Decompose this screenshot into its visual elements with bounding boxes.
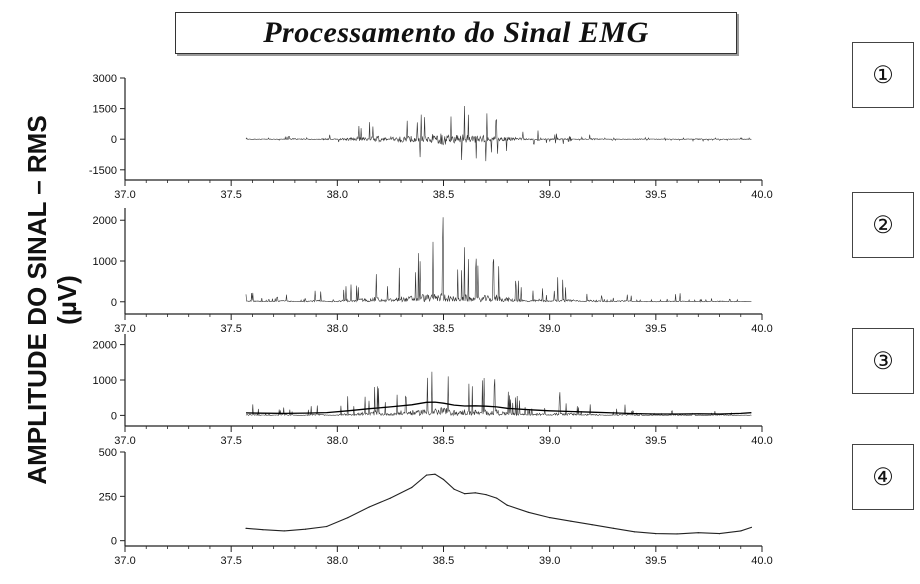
- panel-4-rms-point-13: [464, 493, 466, 495]
- panel-4-rms-point-20: [570, 520, 572, 522]
- panel-4-rms-point-19: [549, 517, 551, 519]
- panel-badge-2: ②: [852, 192, 914, 258]
- panel-1-ytick-label-3: 3000: [93, 73, 117, 85]
- panel-3-xtick-label-1: 37.5: [220, 435, 241, 447]
- panel-4-xtick-label-5: 39.5: [645, 555, 666, 567]
- title-box: Processamento do Sinal EMG: [175, 12, 737, 54]
- panel-4-rms-point-10: [434, 473, 436, 475]
- panel-2-xtick-label-5: 39.5: [645, 323, 666, 335]
- panel-2-xtick-label-0: 37.0: [114, 323, 135, 335]
- panel-4-rms-point-24: [655, 533, 657, 535]
- panel-3-xtick-label-0: 37.0: [114, 435, 135, 447]
- panel-4-rms-point-9: [425, 474, 428, 476]
- panel-4-rms-point-5: [347, 517, 349, 519]
- panel-4-rms-point-18: [527, 511, 530, 513]
- panel-4-rms-point-16: [496, 497, 498, 499]
- panel-2-ytick-label-2: 2000: [93, 215, 117, 227]
- panel-2-xtick-label-2: 38.0: [327, 323, 348, 335]
- panel-1-xtick-label-2: 38.0: [327, 189, 348, 201]
- panel-2-xtick-label-6: 40.0: [751, 323, 772, 335]
- panel-1-ytick-label-2: 1500: [93, 104, 117, 116]
- panel-1-xtick-label-3: 38.5: [433, 189, 454, 201]
- panel-1-ytick-label-1: 0: [111, 134, 117, 146]
- panel-4-xtick-label-0: 37.0: [114, 555, 135, 567]
- panel-badge-2-label: ②: [872, 211, 894, 239]
- panel-4-rms-point-25: [676, 533, 678, 535]
- panel-3-xtick-label-5: 39.5: [645, 435, 666, 447]
- panel-4-rms-point-7: [389, 497, 391, 499]
- panel-4-rms-point-0: [245, 527, 247, 529]
- panel-badge-1-label: ①: [872, 61, 894, 89]
- panel-4-xtick-label-1: 37.5: [220, 555, 241, 567]
- panel-3-xtick-label-6: 40.0: [751, 435, 772, 447]
- panel-4-rms-point-2: [283, 530, 285, 532]
- panel-4-rms-point-4: [326, 525, 328, 528]
- panel-4-rms-point-12: [453, 488, 455, 490]
- panel-1-xtick-label-1: 37.5: [220, 189, 241, 201]
- panel-3-xtick-label-2: 38.0: [327, 435, 348, 447]
- panel-3-ytick-label-1: 1000: [93, 375, 117, 387]
- panel-1-xtick-label-5: 39.5: [645, 189, 666, 201]
- panel-4-rms-point-28: [740, 530, 742, 532]
- panel-2-xtick-label-4: 39.0: [539, 323, 560, 335]
- panel-2-xtick-label-1: 37.5: [220, 323, 241, 335]
- panel-1-ytick-label-0: -1500: [89, 165, 117, 177]
- panel-4-rms-point-11: [442, 478, 445, 481]
- panel-4-ytick-label-2: 500: [99, 447, 117, 459]
- panel-2-xtick-label-3: 38.5: [433, 323, 454, 335]
- panel-2-ytick-label-1: 1000: [93, 256, 117, 268]
- panel-badge-4-label: ④: [872, 463, 894, 491]
- panel-3-xtick-label-4: 39.0: [539, 435, 560, 447]
- figure-title: Processamento do Sinal EMG: [263, 16, 649, 49]
- panel-4-ytick-label-1: 250: [99, 491, 117, 503]
- panel-3-signal-line: [245, 371, 752, 417]
- panel-badge-3: ③: [852, 328, 914, 394]
- panel-1-xtick-label-6: 40.0: [751, 189, 772, 201]
- panel-4-rms-point-21: [591, 524, 593, 526]
- panel-4-xtick-label-4: 39.0: [539, 555, 560, 567]
- panel-badge-1: ①: [852, 42, 914, 108]
- panel-4-rms-point-14: [474, 492, 476, 494]
- panel-4-rms-point-23: [634, 531, 636, 533]
- panel-4-rms-line: [245, 473, 752, 535]
- panel-4-rms-point-1: [262, 529, 264, 531]
- panel-badge-3-label: ③: [872, 347, 894, 375]
- panel-4-rms-point-29: [750, 526, 753, 529]
- panel-4-xtick-label-3: 38.5: [433, 555, 454, 567]
- panel-4-rms-point-8: [411, 486, 413, 489]
- panel-4-rms-point-3: [304, 528, 307, 530]
- panel-4-rms-point-27: [718, 533, 721, 535]
- panel-3-xtick-label-3: 38.5: [433, 435, 454, 447]
- panel-4-rms-point-15: [485, 494, 487, 496]
- panel-3-rms-envelope-line: [245, 401, 752, 415]
- panel-2-signal-line: [245, 217, 752, 303]
- panel-1-xtick-label-4: 39.0: [539, 189, 560, 201]
- panel-4-rms-point-6: [368, 506, 370, 508]
- panel-3-ytick-label-2: 2000: [93, 340, 117, 352]
- panel-1-xtick-label-0: 37.0: [114, 189, 135, 201]
- panel-badge-4: ④: [852, 444, 914, 510]
- panel-2-ytick-label-0: 0: [111, 297, 117, 309]
- panel-4-ytick-label-0: 0: [111, 536, 117, 548]
- panel-3-ytick-label-0: 0: [111, 410, 117, 422]
- panel-4-xtick-label-6: 40.0: [751, 555, 772, 567]
- panel-1-signal-line: [245, 105, 752, 162]
- panel-4-rms-point-26: [697, 532, 699, 534]
- panel-4-xtick-label-2: 38.0: [327, 555, 348, 567]
- panel-4-rms-point-22: [612, 527, 615, 529]
- panel-4-rms-point-17: [506, 504, 508, 506]
